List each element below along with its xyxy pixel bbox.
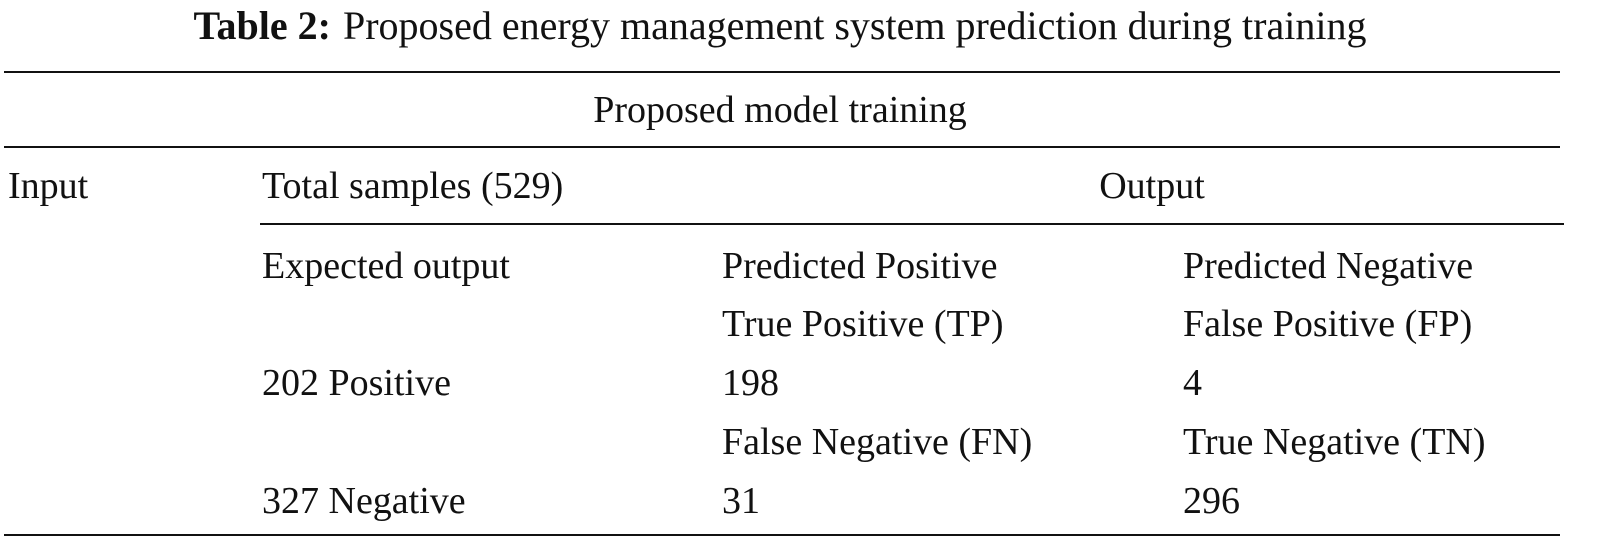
table-cell: Predicted Positive [722,245,998,287]
table-cell: Predicted Negative [1183,245,1474,287]
table-cell: False Negative (FN) [722,421,1033,463]
caption-text: Proposed energy management system predic… [342,3,1367,48]
header-cell: Output [1099,165,1205,207]
table-cell: Expected output [262,245,510,287]
table-cell: 296 [1183,480,1240,522]
table-cell: 4 [1183,362,1202,404]
spanner: Proposed model training [593,89,967,131]
top-rule [4,71,1560,73]
table-cell: 31 [722,480,760,522]
bottom-rule [4,534,1560,536]
mid-rule [4,146,1560,148]
table-cell: 198 [722,362,779,404]
table-cell: 327 Negative [262,480,466,522]
table-cell: True Negative (TN) [1183,421,1486,463]
header-cell: Total samples (529) [262,165,564,207]
caption-label: Table 2: [193,3,331,48]
table-cell: False Positive (FP) [1183,303,1473,345]
header-cell: Input [8,165,89,207]
table-cell: True Positive (TP) [722,303,1004,345]
table-caption: Table 2: Proposed energy management syste… [0,2,1560,50]
sub-rule [260,223,1564,225]
table-cell: 202 Positive [262,362,451,404]
